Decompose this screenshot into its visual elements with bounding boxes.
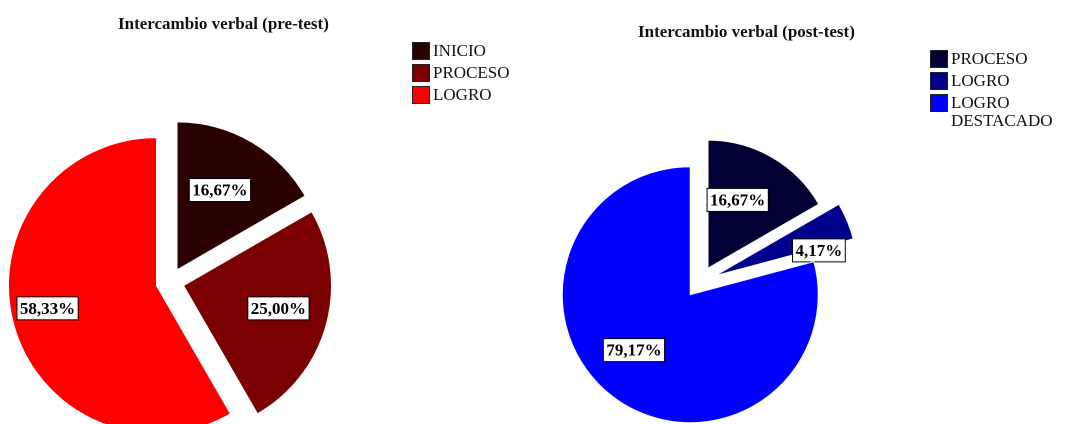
- legend-label: LOGRO DESTACADO: [951, 93, 1053, 130]
- data-label: 58,33%: [16, 296, 79, 321]
- data-label-text: 79,17%: [606, 341, 661, 360]
- pie-chart-post-test: Intercambio verbal (post-test) 16,67% 4,1…: [520, 0, 1078, 424]
- legend-swatch: [412, 64, 430, 82]
- data-label-box: [16, 296, 79, 321]
- chart-title: Intercambio verbal (post-test): [638, 22, 855, 41]
- legend-swatch: [930, 50, 948, 68]
- data-label-box: [706, 187, 769, 212]
- legend-swatch: [412, 42, 430, 60]
- data-label-text: 25,00%: [251, 299, 306, 318]
- data-label: 4,17%: [792, 238, 846, 263]
- data-label-text: 16,67%: [710, 190, 765, 209]
- legend-swatch: [930, 94, 948, 112]
- pie-svg-post-test: 16,67% 4,17% 79,17%: [561, 139, 854, 424]
- legend-item: INICIO: [412, 42, 510, 60]
- legend-item: LOGRO: [930, 72, 1053, 90]
- data-label-box: [792, 238, 846, 263]
- legend-swatch: [412, 86, 430, 104]
- legend-label: PROCESO: [433, 63, 510, 82]
- legend-item: PROCESO: [930, 50, 1053, 68]
- legend-item: LOGRO: [412, 86, 510, 104]
- legend-label: PROCESO: [951, 49, 1028, 68]
- data-label-box: [188, 178, 252, 203]
- legend-item: PROCESO: [412, 64, 510, 82]
- legend-pre-test: INICIO PROCESO LOGRO: [412, 42, 510, 108]
- pie-slice-logro: [714, 203, 854, 277]
- data-label-box: [602, 338, 666, 363]
- data-label-text: 16,67%: [192, 181, 247, 200]
- chart-title: Intercambio verbal (pre-test): [118, 14, 329, 33]
- legend-label: LOGRO: [433, 85, 492, 104]
- data-label: 16,67%: [706, 187, 769, 212]
- pie-chart-pre-test: Intercambio verbal (pre-test) 16,67% 25,0…: [7, 14, 510, 424]
- legend-label: INICIO: [433, 41, 486, 60]
- pie-slice-logro: [7, 137, 232, 424]
- data-label-text: 4,17%: [796, 241, 843, 260]
- legend-swatch: [930, 72, 948, 90]
- legend-post-test: PROCESO LOGRO LOGRO DESTACADO: [930, 50, 1053, 134]
- data-label-box: [247, 296, 310, 321]
- data-label-text: 58,33%: [20, 299, 75, 318]
- data-label: 79,17%: [602, 338, 666, 363]
- pie-svg-pre-test: 16,67% 25,00% 58,33%: [7, 121, 332, 424]
- data-label: 25,00%: [247, 296, 310, 321]
- legend-item: LOGRO DESTACADO: [930, 94, 1053, 130]
- legend-label: LOGRO: [951, 71, 1010, 90]
- data-label: 16,67%: [188, 178, 252, 203]
